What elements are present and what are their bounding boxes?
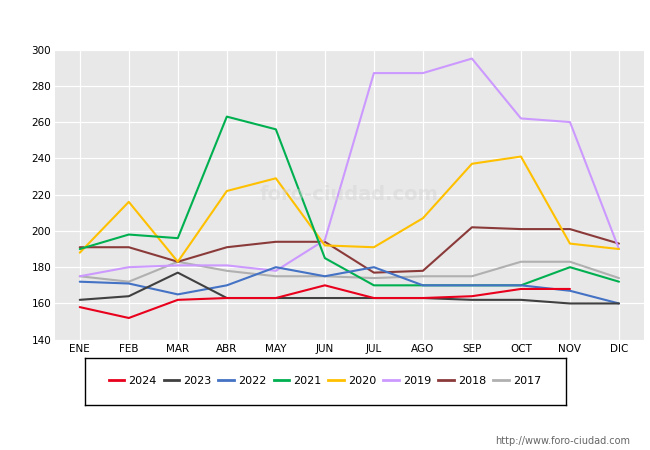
Text: foro-ciudad.com: foro-ciudad.com [260,185,439,204]
Text: http://www.foro-ciudad.com: http://www.foro-ciudad.com [495,436,630,446]
Legend: 2024, 2023, 2022, 2021, 2020, 2019, 2018, 2017: 2024, 2023, 2022, 2021, 2020, 2019, 2018… [104,372,546,391]
Text: Afiliados en Hinojosa del Valle a 30/11/2024: Afiliados en Hinojosa del Valle a 30/11/… [137,16,513,31]
